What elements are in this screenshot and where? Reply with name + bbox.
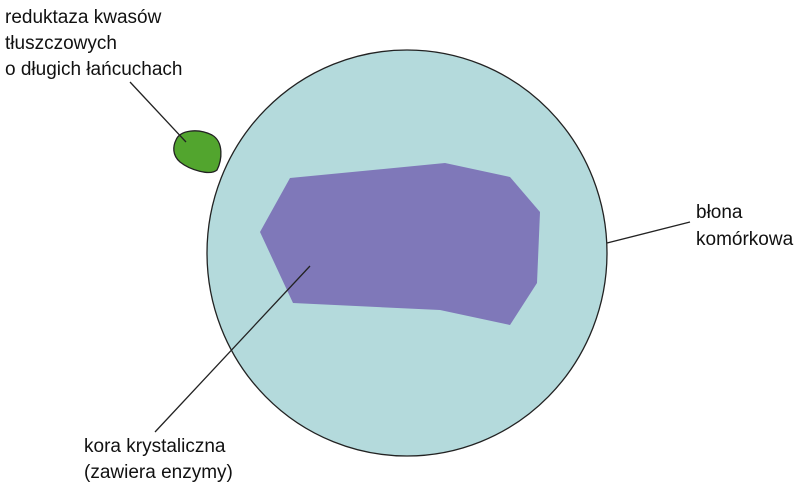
label: komórkowa bbox=[696, 229, 794, 250]
label: o długich łańcuchach bbox=[5, 59, 182, 80]
label: kora krystaliczna bbox=[84, 436, 226, 457]
pointer-line bbox=[130, 82, 186, 142]
diagram: reduktaza kwasów tłuszczowych o długich … bbox=[0, 0, 812, 490]
page: reduktaza kwasów tłuszczowych o długich … bbox=[0, 0, 812, 490]
label: (zawiera enzymy) bbox=[84, 462, 233, 483]
crystalline-cortex bbox=[260, 163, 540, 325]
label: reduktaza kwasów bbox=[5, 7, 162, 28]
pointer-line bbox=[607, 222, 690, 243]
label: tłuszczowych bbox=[5, 33, 117, 54]
label: błona bbox=[696, 202, 743, 223]
